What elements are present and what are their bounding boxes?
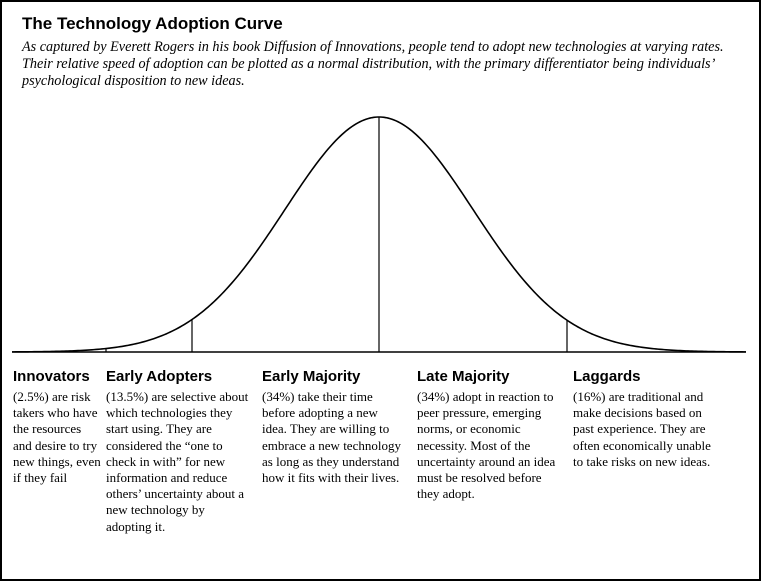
category-description: (34%) adopt in reaction to peer pressure… [417,389,556,502]
category-early-adopters: Early Adopters (13.5%) are selective abo… [106,368,252,535]
category-description: (34%) take their time before adopting a … [262,389,401,486]
category-description: (13.5%) are selective about which techno… [106,389,249,534]
diagram-subtitle: As captured by Everett Rogers in his boo… [22,39,724,89]
category-name: Innovators [13,368,90,385]
category-name: Early Adopters [106,368,213,385]
category-description: (16%) are traditional and make decisions… [573,389,711,469]
category-late-majority: Late Majority (34%) adopt in reaction to… [417,368,557,502]
category-innovators: Innovators (2.5%) are risk takers who ha… [13,368,103,486]
category-laggards: Laggards (16%) are traditional and make … [573,368,713,470]
category-early-majority: Early Majority (34%) take their time bef… [262,368,402,486]
category-name: Late Majority [417,368,510,385]
category-name: Early Majority [262,368,361,385]
diagram-title: The Technology Adoption Curve [22,14,283,33]
category-description: (2.5%) are risk takers who have the reso… [13,389,101,486]
category-name: Laggards [573,368,641,385]
